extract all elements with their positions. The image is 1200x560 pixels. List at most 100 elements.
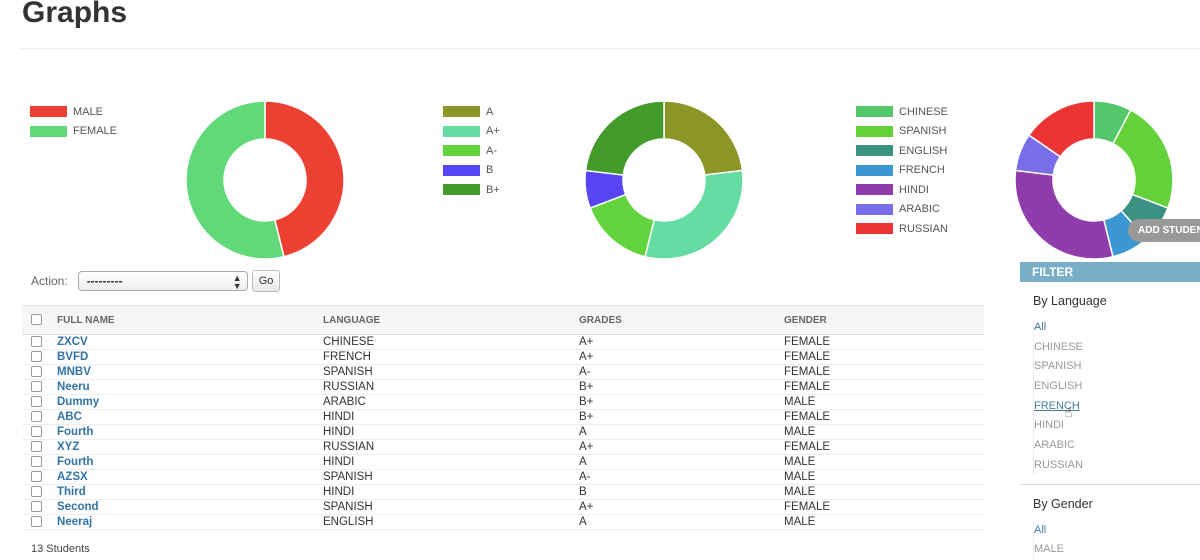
column-header-gender[interactable]: GENDER xyxy=(784,305,984,335)
row-checkbox[interactable] xyxy=(31,441,42,453)
column-header-language[interactable]: LANGUAGE xyxy=(323,305,579,335)
cell-grade: A- xyxy=(579,364,784,380)
cell-language: SPANISH xyxy=(323,469,579,485)
filter-option-all[interactable]: All xyxy=(1034,523,1047,536)
legend-label: B xyxy=(486,164,494,177)
row-checkbox[interactable] xyxy=(31,471,42,483)
legend-label: CHINESE xyxy=(899,105,948,118)
legend-label: RUSSIAN xyxy=(899,222,948,235)
filter-option-english[interactable]: ENGLISH xyxy=(1034,380,1083,393)
add-student-button[interactable]: ADD STUDENT xyxy=(1128,219,1200,242)
student-name-link[interactable]: AZSX xyxy=(57,471,88,483)
cell-gender: MALE xyxy=(784,484,984,500)
column-header-full-name[interactable]: FULL NAME xyxy=(57,305,323,335)
gender-filter-list: All MALE xyxy=(1033,520,1200,560)
legend-label: ENGLISH xyxy=(899,144,948,157)
legend-item: SPANISH xyxy=(856,122,948,142)
student-name-link[interactable]: MNBV xyxy=(57,366,91,378)
row-checkbox[interactable] xyxy=(31,501,42,513)
donut-slice-male[interactable] xyxy=(264,100,345,258)
filter-option-all[interactable]: All xyxy=(1034,321,1047,333)
donut-slice-a[interactable] xyxy=(663,100,744,176)
cell-grade: A xyxy=(579,424,784,440)
donut-slice-a-[interactable] xyxy=(644,169,744,260)
row-checkbox[interactable] xyxy=(31,486,42,498)
legend-item: ENGLISH xyxy=(856,141,948,161)
legend-swatch xyxy=(30,125,67,137)
action-select[interactable]: --------- ▲ ▼ xyxy=(77,271,248,291)
donut-slice-female[interactable] xyxy=(185,100,285,260)
row-checkbox[interactable] xyxy=(31,456,42,468)
row-checkbox[interactable] xyxy=(31,516,42,528)
filter-option-chinese[interactable]: CHINESE xyxy=(1034,340,1083,353)
row-checkbox[interactable] xyxy=(31,381,42,393)
cell-grade: A+ xyxy=(579,439,784,455)
student-name-link[interactable]: Neeru xyxy=(57,381,90,393)
legend-label: B+ xyxy=(486,183,500,196)
filter-option-arabic[interactable]: ARABIC xyxy=(1034,439,1075,452)
filter-option-french[interactable]: FRENCH xyxy=(1034,399,1080,412)
legend-label: ARABIC xyxy=(899,203,940,216)
cell-language: RUSSIAN xyxy=(323,379,579,395)
legend-swatch xyxy=(443,106,480,118)
legend-item: A xyxy=(443,102,500,122)
table-row: Dummy ARABIC B+ MALE xyxy=(22,394,984,410)
student-name-link[interactable]: Dummy xyxy=(57,396,100,408)
donut-slice-russian[interactable] xyxy=(1027,100,1095,158)
legend-item: B xyxy=(443,161,500,181)
cell-gender: MALE xyxy=(784,424,984,440)
cell-grade: A- xyxy=(579,469,784,485)
filter-option-spanish[interactable]: SPANISH xyxy=(1034,360,1082,373)
filter-heading-gender: By Gender xyxy=(1033,496,1093,511)
cell-grade: B+ xyxy=(579,379,784,395)
action-select-value: --------- xyxy=(86,274,123,288)
student-count: 13 Students xyxy=(31,543,90,555)
row-checkbox[interactable] xyxy=(31,336,42,348)
table-row: Neeru RUSSIAN B+ FEMALE xyxy=(22,379,984,395)
go-button[interactable]: Go xyxy=(251,270,281,292)
filter-option-hindi[interactable]: HINDI xyxy=(1034,419,1064,432)
student-name-link[interactable]: Fourth xyxy=(57,426,94,438)
cell-gender: FEMALE xyxy=(784,334,984,350)
legend-swatch xyxy=(30,106,67,118)
legend-swatch xyxy=(856,223,893,235)
legend-item: A+ xyxy=(443,122,500,142)
legend-item: FRENCH xyxy=(856,161,948,181)
cell-language: SPANISH xyxy=(323,499,579,515)
legend-swatch xyxy=(856,106,893,118)
row-checkbox[interactable] xyxy=(31,351,42,363)
legend-swatch xyxy=(443,184,480,196)
filter-option-russian[interactable]: RUSSIAN xyxy=(1034,458,1083,471)
cell-gender: MALE xyxy=(784,394,984,410)
table-row: AZSX SPANISH A- MALE xyxy=(22,469,984,485)
table-row: BVFD FRENCH A+ FEMALE xyxy=(22,349,984,365)
column-header-grades[interactable]: GRADES xyxy=(579,305,784,335)
cell-grade: A xyxy=(579,454,784,470)
student-name-link[interactable]: XYZ xyxy=(57,441,80,453)
row-checkbox[interactable] xyxy=(31,366,42,378)
student-name-link[interactable]: ABC xyxy=(57,411,82,423)
cell-language: HINDI xyxy=(323,484,579,500)
cell-grade: B xyxy=(579,484,784,500)
student-name-link[interactable]: Neeraj xyxy=(57,516,93,528)
student-name-link[interactable]: BVFD xyxy=(57,351,89,363)
donut-slice-b-[interactable] xyxy=(584,100,665,176)
row-checkbox[interactable] xyxy=(31,411,42,423)
filter-option-male[interactable]: MALE xyxy=(1034,543,1064,556)
cell-gender: FEMALE xyxy=(784,349,984,365)
filter-heading-language: By Language xyxy=(1033,294,1107,308)
student-name-link[interactable]: Second xyxy=(57,501,99,513)
donut-slice-hindi[interactable] xyxy=(1014,169,1114,260)
cell-language: ARABIC xyxy=(323,394,579,410)
table-row: XYZ RUSSIAN A+ FEMALE xyxy=(22,439,984,455)
legend-item: ARABIC xyxy=(856,200,948,220)
select-all-checkbox[interactable] xyxy=(31,314,42,326)
student-name-link[interactable]: ZXCV xyxy=(57,336,88,348)
student-name-link[interactable]: Fourth xyxy=(57,456,94,468)
cell-grade: A xyxy=(579,514,784,530)
student-name-link[interactable]: Third xyxy=(57,486,86,498)
legend-item: B+ xyxy=(443,180,500,200)
title-divider xyxy=(20,48,1200,49)
row-checkbox[interactable] xyxy=(31,426,42,438)
row-checkbox[interactable] xyxy=(31,396,42,408)
